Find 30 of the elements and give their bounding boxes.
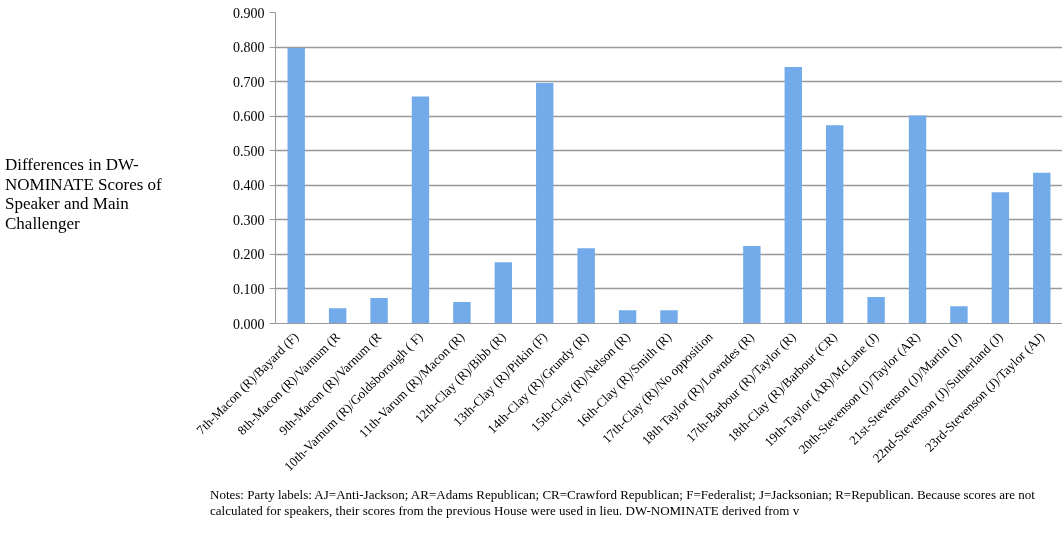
bar — [825, 125, 844, 324]
bar — [328, 308, 347, 324]
y-tick-label: 0.900 — [233, 5, 265, 21]
bar — [494, 262, 513, 324]
bar — [908, 115, 927, 324]
y-tick-label: 0.100 — [233, 281, 265, 297]
bar — [743, 246, 761, 324]
bar — [536, 82, 554, 324]
bar — [950, 306, 968, 324]
y-tick-label: 0.300 — [233, 212, 265, 228]
bar — [618, 310, 637, 324]
y-tick-label: 0.200 — [233, 247, 265, 263]
bar — [453, 302, 471, 324]
bar — [411, 96, 430, 324]
bar — [660, 310, 678, 324]
y-tick-label: 0.500 — [233, 143, 265, 159]
y-tick-label: 0.800 — [233, 40, 265, 56]
bar — [577, 248, 595, 324]
y-tick-label: 0.400 — [233, 178, 265, 194]
bar — [991, 192, 1010, 324]
bar — [784, 67, 802, 324]
y-axis-title: Differences in DW-NOMINATE Scores of Speaker and Main Challenger — [5, 155, 163, 234]
bar — [370, 297, 388, 324]
y-tick-label: 0.000 — [233, 316, 265, 332]
y-tick-label: 0.600 — [233, 109, 265, 125]
y-tick-label: 0.700 — [233, 74, 265, 90]
bar — [287, 48, 305, 324]
bar — [867, 296, 885, 324]
text: Notes: Party labels: AJ=Anti-Jackson; AR=Adams Republican; CR=Crawford Republican; F=Federalist; J=Jacksonian; R=Republican. Because scores are not calculated for speakers, their scores from the previous House were used in lieu. DW-NOMINATE derived from v — [210, 487, 1036, 519]
bar — [1033, 172, 1051, 324]
